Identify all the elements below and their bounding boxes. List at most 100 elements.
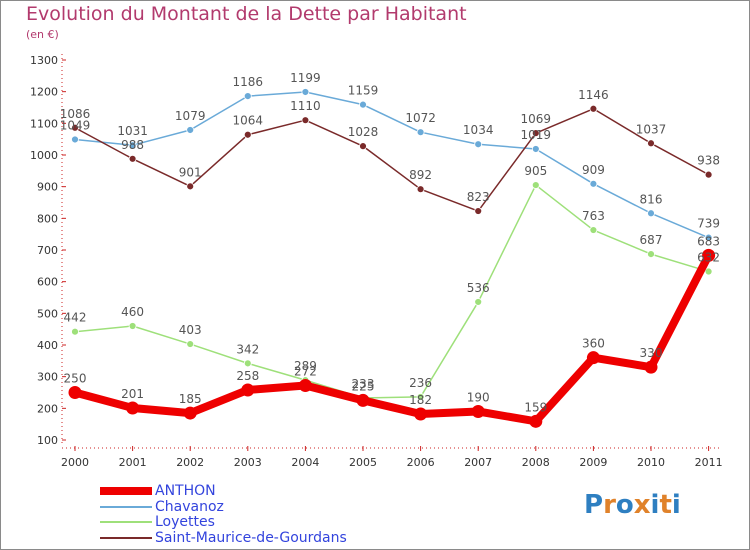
data-label-saint-maurice-de-gourdans: 892	[409, 168, 432, 182]
y-tick-label: 1100	[30, 117, 58, 130]
x-tick-label: 2004	[291, 456, 319, 469]
data-label-loyettes: 442	[64, 311, 87, 325]
data-label-chavanoz: 1199	[290, 71, 321, 85]
x-tick-label: 2000	[61, 456, 89, 469]
data-point-saint-maurice-de-gourdans	[647, 139, 655, 148]
data-label-anthon: 182	[409, 393, 432, 407]
data-label-loyettes: 536	[467, 281, 490, 295]
data-point-anthon	[702, 248, 716, 262]
data-point-saint-maurice-de-gourdans	[359, 142, 367, 151]
data-label-loyettes: 236	[409, 376, 432, 390]
data-point-anthon	[471, 405, 485, 418]
series-layer	[68, 88, 716, 428]
data-point-loyettes	[416, 393, 425, 401]
data-point-loyettes	[186, 340, 195, 348]
data-label-anthon: 272	[294, 365, 317, 379]
data-label-chavanoz: 909	[582, 163, 605, 177]
data-label-loyettes: 233	[352, 377, 375, 391]
data-point-chavanoz	[71, 135, 79, 144]
y-tick-label: 200	[37, 402, 58, 415]
data-point-chavanoz	[531, 145, 540, 153]
series-line-saint-maurice-de-gourdans	[74, 108, 710, 212]
legend-swatch-saint-maurice-de-gourdans	[100, 536, 152, 539]
data-point-loyettes	[589, 226, 598, 234]
y-tick-label: 500	[37, 307, 58, 320]
data-point-chavanoz	[243, 92, 252, 100]
data-label-chavanoz: 739	[697, 217, 720, 231]
logo-letter: i	[671, 490, 681, 520]
logo-letter: P	[584, 490, 604, 520]
data-label-anthon: 185	[179, 392, 202, 406]
data-point-anthon	[356, 393, 370, 407]
data-label-chavanoz: 1079	[175, 109, 206, 123]
data-label-anthon: 190	[467, 391, 490, 405]
x-tick-label: 2001	[119, 456, 147, 469]
data-label-anthon: 258	[236, 369, 259, 383]
data-point-anthon	[68, 386, 82, 399]
x-tick-label: 2008	[522, 456, 550, 469]
chart-subtitle: (en €)	[26, 28, 59, 41]
y-tick-label: 100	[37, 434, 58, 447]
data-point-saint-maurice-de-gourdans	[128, 154, 137, 163]
data-point-saint-maurice-de-gourdans	[531, 129, 540, 138]
data-label-saint-maurice-de-gourdans: 1146	[578, 88, 609, 102]
data-point-loyettes	[474, 298, 483, 306]
chart-legend: ANTHON Chavanoz Loyettes Saint-Maurice-de-G…	[100, 484, 400, 546]
data-label-anthon: 683	[697, 234, 720, 248]
data-point-saint-maurice-de-gourdans	[474, 207, 483, 215]
data-point-chavanoz	[647, 209, 655, 218]
data-point-loyettes	[128, 322, 137, 330]
data-point-chavanoz	[186, 126, 195, 134]
data-point-saint-maurice-de-gourdans	[243, 130, 252, 139]
data-point-anthon	[298, 379, 312, 393]
data-label-saint-maurice-de-gourdans: 1069	[521, 112, 552, 126]
logo-letter: i	[650, 490, 660, 520]
legend-item-chavanoz: Chavanoz	[100, 499, 400, 516]
data-label-saint-maurice-de-gourdans: 1110	[290, 99, 321, 113]
x-tick-label: 2007	[464, 456, 492, 469]
data-point-anthon	[414, 407, 428, 421]
data-point-chavanoz	[474, 140, 483, 149]
data-label-anthon: 159	[524, 400, 547, 414]
data-label-saint-maurice-de-gourdans: 1064	[233, 114, 264, 128]
chart-axes: 1002003004005006007008009001000110012001…	[30, 54, 723, 469]
legend-swatch-anthon	[100, 487, 152, 495]
data-point-anthon	[126, 401, 140, 415]
x-tick-label: 2010	[637, 456, 665, 469]
data-point-chavanoz	[301, 88, 310, 96]
data-point-chavanoz	[359, 100, 367, 109]
y-tick-label: 900	[37, 181, 58, 194]
data-label-chavanoz: 1049	[60, 118, 91, 132]
data-label-loyettes: 289	[294, 359, 317, 373]
data-point-saint-maurice-de-gourdans	[186, 182, 195, 191]
y-tick-label: 1300	[30, 54, 58, 67]
proxiti-logo: Proxiti	[584, 490, 681, 520]
data-label-saint-maurice-de-gourdans: 988	[121, 138, 144, 152]
data-label-chavanoz: 1159	[348, 84, 379, 98]
legend-swatch-loyettes	[100, 521, 152, 523]
legend-item-anthon: ANTHON	[100, 484, 400, 500]
x-tick-label: 2003	[234, 456, 262, 469]
logo-letter: o	[615, 490, 634, 520]
data-label-anthon: 201	[121, 387, 144, 401]
y-tick-label: 1200	[30, 86, 58, 99]
x-tick-label: 2011	[695, 456, 723, 469]
data-point-chavanoz	[128, 141, 137, 150]
data-label-saint-maurice-de-gourdans: 1037	[636, 122, 667, 136]
legend-swatch-chavanoz	[100, 505, 152, 508]
logo-letter: t	[659, 490, 672, 520]
logo-letter: x	[633, 490, 651, 520]
data-label-saint-maurice-de-gourdans: 938	[697, 154, 720, 168]
data-point-anthon	[644, 360, 658, 374]
y-tick-label: 600	[37, 276, 58, 289]
data-label-anthon: 250	[64, 372, 87, 386]
data-label-chavanoz: 1019	[521, 128, 552, 142]
series-line-anthon	[71, 251, 713, 426]
y-tick-label: 1000	[30, 149, 58, 162]
data-label-loyettes: 687	[640, 233, 663, 247]
data-label-loyettes: 905	[524, 164, 547, 178]
data-point-saint-maurice-de-gourdans	[704, 170, 713, 179]
data-label-saint-maurice-de-gourdans: 823	[467, 190, 490, 204]
data-label-saint-maurice-de-gourdans: 901	[179, 165, 202, 179]
data-label-anthon: 360	[582, 337, 605, 351]
